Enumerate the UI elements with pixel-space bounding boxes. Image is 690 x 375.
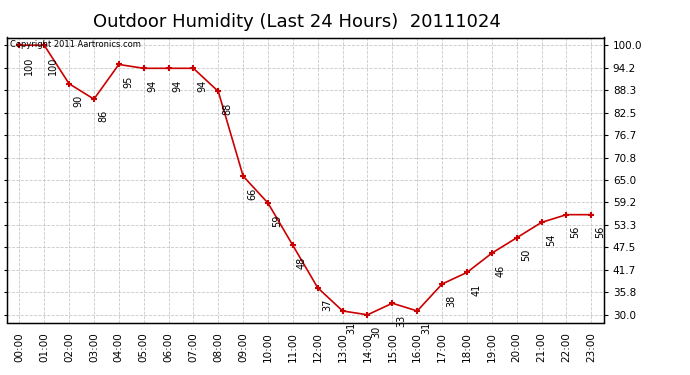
Text: 88: 88 [222, 102, 233, 115]
Text: 86: 86 [98, 110, 108, 123]
Text: 31: 31 [422, 322, 431, 334]
Text: Outdoor Humidity (Last 24 Hours)  20111024: Outdoor Humidity (Last 24 Hours) 2011102… [92, 13, 501, 31]
Text: 37: 37 [322, 299, 332, 311]
Text: 94: 94 [172, 80, 183, 92]
Text: 94: 94 [197, 80, 208, 92]
Text: 41: 41 [471, 284, 481, 296]
Text: 56: 56 [595, 226, 606, 238]
Text: 100: 100 [48, 56, 59, 75]
Text: 66: 66 [247, 187, 257, 200]
Text: 31: 31 [347, 322, 357, 334]
Text: 33: 33 [397, 314, 406, 327]
Text: 59: 59 [272, 214, 282, 226]
Text: 94: 94 [148, 80, 158, 92]
Text: 95: 95 [123, 76, 133, 88]
Text: 46: 46 [496, 264, 506, 276]
Text: 50: 50 [521, 249, 531, 261]
Text: 48: 48 [297, 256, 307, 269]
Text: 100: 100 [23, 56, 34, 75]
Text: Copyright 2011 Aartronics.com: Copyright 2011 Aartronics.com [10, 40, 141, 50]
Text: 90: 90 [73, 95, 83, 107]
Text: 56: 56 [571, 226, 580, 238]
Text: 54: 54 [546, 234, 555, 246]
Text: 30: 30 [372, 326, 382, 338]
Text: 38: 38 [446, 295, 456, 307]
